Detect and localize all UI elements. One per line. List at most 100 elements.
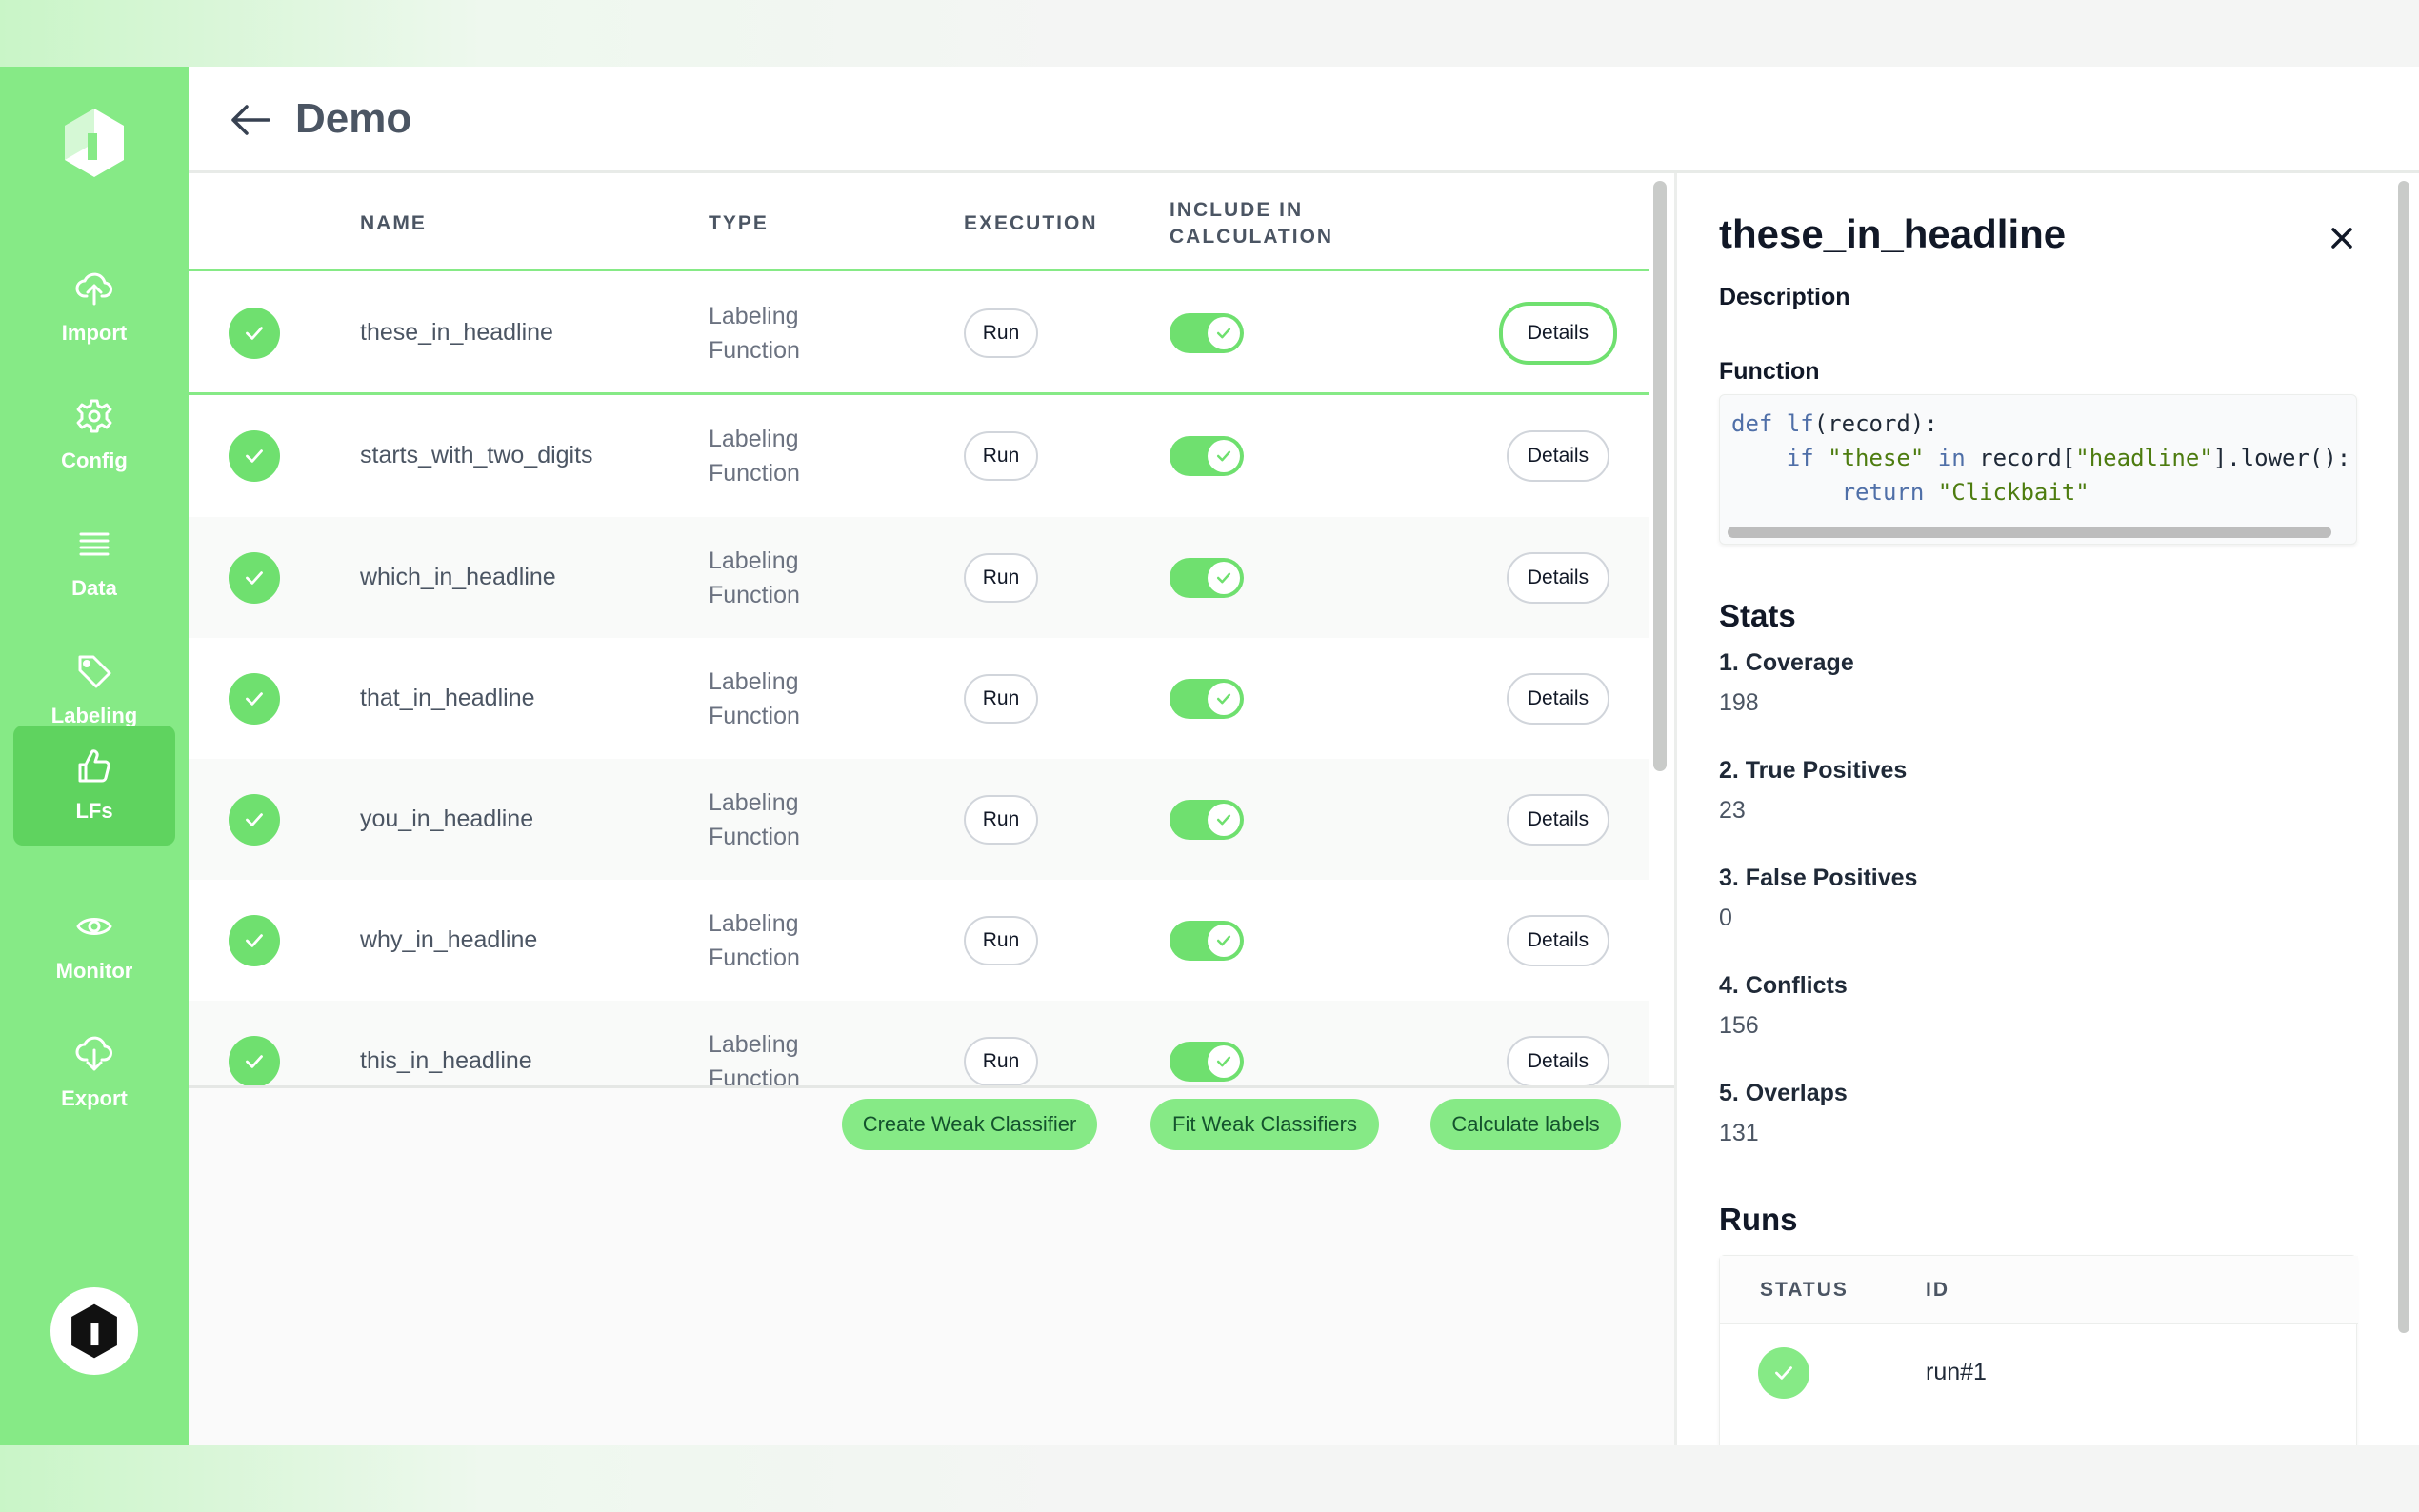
- table-row[interactable]: why_in_headline Labeling Function Run Detail…: [189, 880, 1649, 1001]
- toggle-check-icon: [1208, 683, 1240, 715]
- status-success-icon: [229, 1036, 280, 1087]
- run-button[interactable]: Run: [964, 431, 1038, 481]
- stat-label-overlaps: 5. Overlaps: [1719, 1080, 1848, 1106]
- avatar[interactable]: [50, 1287, 138, 1375]
- window-backdrop-top: [0, 0, 2419, 67]
- panel-scrollbar[interactable]: [2398, 181, 2409, 1333]
- include-toggle[interactable]: [1170, 1042, 1244, 1082]
- details-button[interactable]: Details: [1503, 306, 1613, 361]
- run-status-success-icon: [1758, 1347, 1809, 1399]
- column-header-type: TYPE: [709, 212, 769, 234]
- lf-type-line1: Labeling: [709, 303, 799, 329]
- runs-table: STATUS ID run#1: [1719, 1255, 2358, 1445]
- details-button[interactable]: Details: [1507, 552, 1609, 604]
- back-button[interactable]: [229, 101, 272, 139]
- detail-panel: these_in_headline Description Function d…: [1674, 173, 2419, 1445]
- run-button[interactable]: Run: [964, 795, 1038, 845]
- runs-table-header: STATUS ID: [1720, 1256, 2358, 1324]
- run-id[interactable]: run#1: [1926, 1359, 1987, 1385]
- run-button[interactable]: Run: [964, 1037, 1038, 1086]
- fit-weak-classifiers-button[interactable]: Fit Weak Classifiers: [1150, 1099, 1379, 1150]
- stat-label-true-positives: 2. True Positives: [1719, 757, 1908, 784]
- sidebar-item-label: Labeling: [50, 704, 138, 727]
- lf-type-line1: Labeling: [709, 426, 799, 452]
- sidebar-item-data[interactable]: Data: [13, 503, 175, 623]
- include-toggle[interactable]: [1170, 800, 1244, 840]
- include-toggle[interactable]: [1170, 679, 1244, 719]
- column-header-execution: EXECUTION: [964, 212, 1098, 234]
- runs-column-id: ID: [1926, 1279, 1949, 1301]
- lf-name: that_in_headline: [360, 685, 535, 711]
- table-row[interactable]: this_in_headline Labeling Function Run Detai…: [189, 1001, 1649, 1088]
- lf-type: Labeling Function: [709, 544, 800, 612]
- sidebar-item-lfs[interactable]: LFs: [13, 726, 175, 846]
- include-toggle[interactable]: [1170, 558, 1244, 598]
- sidebar-item-label: Config: [61, 448, 128, 472]
- status-success-icon: [229, 552, 280, 604]
- stats-title: Stats: [1719, 598, 1796, 633]
- include-toggle[interactable]: [1170, 921, 1244, 961]
- code-scrollbar[interactable]: [1728, 527, 2331, 538]
- sidebar-item-monitor[interactable]: Monitor: [13, 885, 175, 1005]
- include-toggle[interactable]: [1170, 436, 1244, 476]
- close-button[interactable]: [2325, 221, 2359, 255]
- lf-type: Labeling Function: [709, 422, 800, 490]
- toggle-check-icon: [1208, 562, 1240, 594]
- lf-name: starts_with_two_digits: [360, 442, 593, 468]
- stat-value-false-positives: 0: [1719, 905, 1732, 931]
- stat-label-coverage: 1. Coverage: [1719, 649, 1854, 676]
- lf-name: which_in_headline: [360, 564, 556, 590]
- sidebar-item-label: Monitor: [55, 959, 133, 983]
- list-icon: [79, 532, 110, 556]
- table-row[interactable]: starts_with_two_digits Labeling Function Ru…: [189, 395, 1649, 517]
- calculate-labels-button[interactable]: Calculate labels: [1430, 1099, 1621, 1150]
- table-divider: [189, 1085, 1674, 1088]
- function-code: def lf(record): if "these" in record["he…: [1731, 410, 2351, 506]
- details-button[interactable]: Details: [1507, 794, 1609, 846]
- stat-value-true-positives: 23: [1719, 797, 1746, 824]
- table-row[interactable]: that_in_headline Labeling Function Run Detai…: [189, 638, 1649, 759]
- sidebar-item-config[interactable]: Config: [13, 375, 175, 495]
- run-button[interactable]: Run: [964, 674, 1038, 724]
- details-button[interactable]: Details: [1507, 1036, 1609, 1087]
- run-button[interactable]: Run: [964, 308, 1038, 358]
- details-button[interactable]: Details: [1507, 915, 1609, 966]
- lf-type: Labeling Function: [709, 299, 800, 368]
- sidebar-item-labeling[interactable]: Labeling: [13, 630, 175, 750]
- stat-label-conflicts: 4. Conflicts: [1719, 972, 1848, 999]
- toggle-check-icon: [1208, 317, 1240, 349]
- lf-type-line2: Function: [709, 1065, 800, 1088]
- table-row[interactable]: you_in_headline Labeling Function Run Detail…: [189, 759, 1649, 880]
- include-toggle[interactable]: [1170, 313, 1244, 353]
- sidebar-item-label: Data: [71, 576, 117, 600]
- details-button[interactable]: Details: [1507, 430, 1609, 482]
- runs-column-status: STATUS: [1760, 1279, 1849, 1301]
- table-row[interactable]: which_in_headline Labeling Function Run Deta…: [189, 517, 1649, 638]
- status-success-icon: [229, 915, 280, 966]
- download-cloud-icon: [75, 1036, 112, 1071]
- status-success-icon: [229, 430, 280, 482]
- create-weak-classifier-button[interactable]: Create Weak Classifier: [842, 1099, 1097, 1150]
- stat-label-false-positives: 3. False Positives: [1719, 865, 1918, 891]
- lf-type: Labeling Function: [709, 665, 800, 733]
- upload-cloud-icon: [75, 272, 112, 306]
- user-logo-icon: [71, 1303, 117, 1359]
- toggle-check-icon: [1208, 1045, 1240, 1078]
- sidebar-item-label: LFs: [75, 799, 113, 823]
- table-row[interactable]: these_in_headline Labeling Function Run Deta…: [189, 271, 1649, 395]
- details-button[interactable]: Details: [1507, 673, 1609, 725]
- lf-type-line2: Function: [709, 460, 800, 487]
- app-window: Import Config Data Labeling: [0, 67, 2419, 1445]
- runs-title: Runs: [1719, 1202, 1798, 1237]
- eye-icon: [76, 918, 112, 935]
- gear-icon: [76, 399, 112, 433]
- lf-type-line2: Function: [709, 945, 800, 971]
- sidebar-item-label: Import: [61, 321, 128, 345]
- sidebar-item-import[interactable]: Import: [13, 248, 175, 368]
- table-scrollbar[interactable]: [1653, 181, 1667, 771]
- run-button[interactable]: Run: [964, 916, 1038, 965]
- panel-title: these_in_headline: [1719, 211, 2067, 256]
- column-header-include: INCLUDE IN CALCULATION: [1170, 197, 1333, 250]
- sidebar-item-export[interactable]: Export: [13, 1013, 175, 1133]
- run-button[interactable]: Run: [964, 553, 1038, 603]
